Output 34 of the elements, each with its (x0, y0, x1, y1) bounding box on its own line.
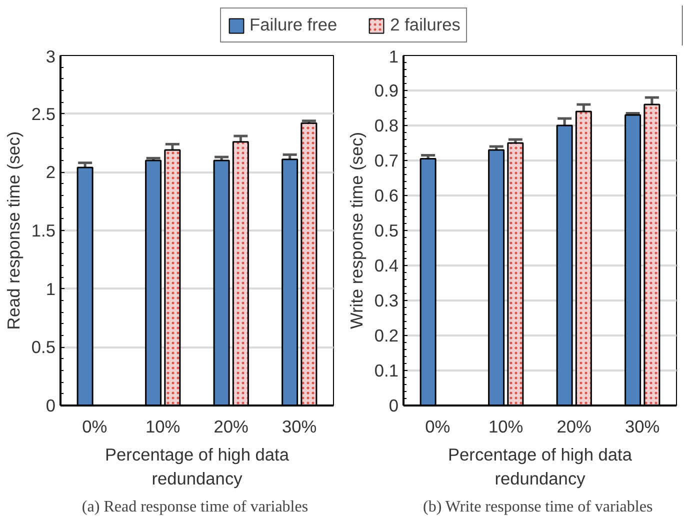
x-tick-label: 10% (488, 416, 524, 436)
y-tick-label: 0.3 (374, 290, 399, 310)
x-tick-label: 0% (82, 416, 108, 436)
text: (a) Read response time of variables (82, 498, 308, 516)
y-tick-label: 0.4 (374, 256, 399, 276)
y-tick-label: 3 (46, 46, 56, 66)
y-tick-label: 0.5 (374, 220, 399, 240)
y-axis-title: Read response time (sec) (3, 131, 24, 330)
y-tick-label: 0.6 (374, 186, 399, 206)
y-tick-label: 0.8 (374, 116, 399, 136)
y-tick-label: 0.7 (374, 150, 399, 170)
y-tick-label: 2 (46, 162, 56, 182)
y-tick-label: 0.1 (374, 360, 399, 380)
x-tick-label: 20% (556, 416, 592, 436)
x-tick-label: 20% (214, 416, 248, 436)
y-tick-label: 0 (388, 396, 399, 416)
x-tick-label: 10% (146, 416, 180, 436)
y-tick-label: 1 (388, 46, 399, 66)
y-tick-label: 2.5 (31, 104, 56, 124)
text: (b) Write response time of variables (423, 498, 653, 516)
legend-label: Failure free (250, 14, 338, 36)
y-axis-title: Write response time (sec) (346, 132, 366, 330)
x-tick-label: 30% (625, 416, 660, 436)
y-tick-label: 0.5 (31, 337, 56, 358)
y-tick-label: 0 (46, 396, 56, 416)
x-axis-title: Percentage of high data redundancy (104, 444, 290, 488)
y-tick-label: 0.2 (374, 326, 399, 346)
y-tick-label: 1 (46, 278, 56, 299)
x-tick-label: 0% (425, 416, 450, 436)
x-axis-title: Percentage of high data redundancy (448, 444, 632, 488)
x-tick-label: 30% (282, 416, 317, 436)
y-tick-label: 1.5 (31, 220, 56, 240)
y-tick-label: 0.9 (374, 80, 399, 100)
legend-label: 2 failures (390, 14, 460, 36)
